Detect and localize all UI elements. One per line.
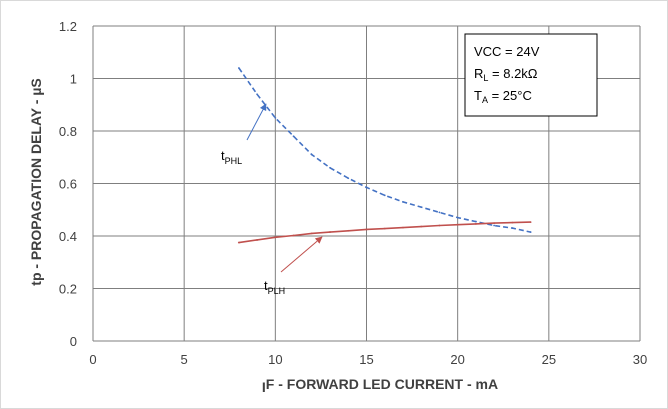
y-tick-labels: 0 0.2 0.4 0.6 0.8 1 1.2 xyxy=(59,19,77,349)
data-point-plh-5 xyxy=(329,231,331,233)
y-tick-label-6: 1.2 xyxy=(59,19,77,34)
series-arrows xyxy=(246,103,323,273)
x-tick-label-0: 0 xyxy=(89,352,96,367)
series-labels: tPHL tPLH xyxy=(221,148,285,296)
y-tick-label-0: 0 xyxy=(70,334,77,349)
data-point-plh-12 xyxy=(456,223,459,226)
data-point-phl-11 xyxy=(438,211,441,214)
x-tick-label-5: 25 xyxy=(542,352,556,367)
data-point-phl-16 xyxy=(529,231,532,233)
data-point-phl-8 xyxy=(383,194,386,197)
data-point-phl-9 xyxy=(402,200,404,203)
y-tick-label-5: 1 xyxy=(70,72,77,87)
x-tick-labels: 0 5 10 15 20 25 30 xyxy=(89,352,647,367)
x-axis-title-main: F - FORWARD LED CURRENT - mA xyxy=(266,376,498,392)
data-point-plh-3 xyxy=(292,234,295,237)
data-point-phl-6 xyxy=(347,177,350,180)
data-point-phl-2 xyxy=(274,116,277,119)
data-point-phl-12 xyxy=(456,216,459,219)
condition-line-1: RL = 8.2kΩ xyxy=(474,66,538,83)
data-point-phl-3 xyxy=(292,135,295,138)
conditions-text: VCC = 24V RL = 8.2kΩ TA = 25°C xyxy=(474,44,540,105)
data-point-plh-16 xyxy=(529,221,532,223)
data-point-plh-13 xyxy=(475,223,477,225)
x-axis-title: IF - FORWARD LED CURRENT - mA xyxy=(262,376,498,395)
series-label-plh: tPLH xyxy=(264,278,285,296)
x-tick-label-2: 10 xyxy=(268,352,282,367)
x-tick-label-6: 30 xyxy=(633,352,647,367)
grid-lines xyxy=(92,25,641,342)
y-axis-title: tp - PROPAGATION DELAY - µS xyxy=(28,78,44,285)
series-label-phl: tPHL xyxy=(221,148,242,166)
data-point-plh-15 xyxy=(511,221,514,224)
data-point-plh-10 xyxy=(420,225,423,228)
condition-line-2: TA = 25°C xyxy=(474,88,532,105)
data-point-phl-5 xyxy=(329,166,331,169)
x-tick-label-4: 20 xyxy=(450,352,464,367)
arrow-phl xyxy=(246,103,267,141)
data-point-phl-15 xyxy=(511,227,514,230)
condition-line-0: VCC = 24V xyxy=(474,44,540,59)
data-point-plh-0 xyxy=(237,241,240,244)
data-point-phl-0 xyxy=(237,67,240,69)
data-point-plh-11 xyxy=(438,224,441,227)
series-lines xyxy=(237,67,532,244)
conditions-box xyxy=(464,33,598,117)
data-point-plh-1 xyxy=(256,239,258,241)
data-point-plh-9 xyxy=(402,226,404,229)
y-tick-label-2: 0.4 xyxy=(59,229,77,244)
data-point-plh-6 xyxy=(347,229,350,232)
y-tick-label-3: 0.6 xyxy=(59,177,77,192)
x-tick-label-3: 15 xyxy=(359,352,373,367)
y-tick-label-4: 0.8 xyxy=(59,124,77,139)
data-point-phl-14 xyxy=(493,224,496,227)
data-point-plh-7 xyxy=(365,228,368,231)
data-point-plh-2 xyxy=(274,236,277,239)
x-tick-label-1: 5 xyxy=(181,352,188,367)
data-point-phl-1 xyxy=(256,93,258,96)
data-point-phl-10 xyxy=(420,206,423,209)
data-point-plh-4 xyxy=(310,232,313,235)
y-tick-label-1: 0.2 xyxy=(59,282,77,297)
data-point-phl-7 xyxy=(365,186,368,189)
data-point-plh-8 xyxy=(383,227,386,230)
data-point-phl-4 xyxy=(310,153,313,156)
data-point-phl-13 xyxy=(475,220,477,223)
arrow-plh xyxy=(280,236,323,273)
data-point-plh-14 xyxy=(493,222,496,225)
